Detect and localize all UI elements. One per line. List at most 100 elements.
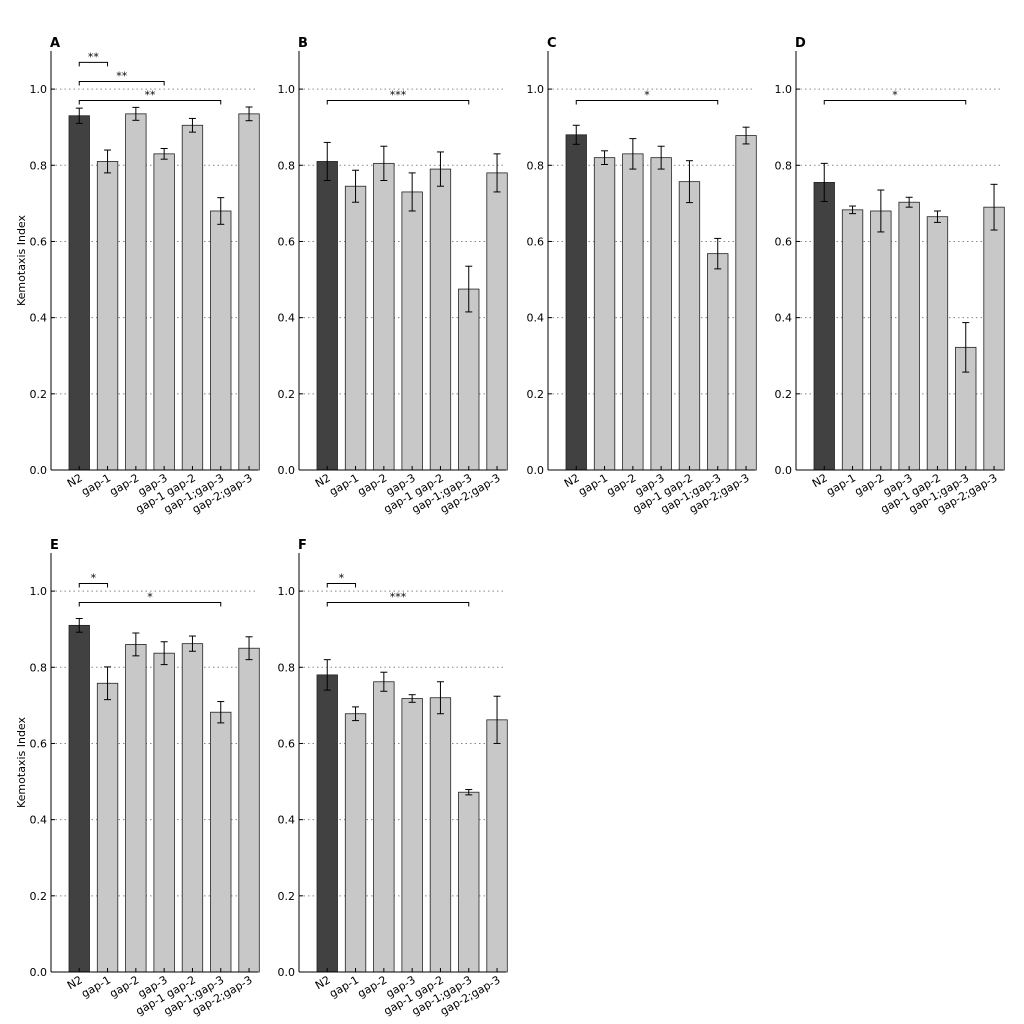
y-tick-label: 0.0	[775, 464, 793, 477]
y-tick-label: 0.0	[30, 966, 48, 979]
y-tick-label: 0.6	[278, 235, 296, 248]
panel-b: 0.00.20.40.60.81.0N2gap-1gap-2gap-3gap-1…	[278, 36, 508, 516]
bar-d-1	[841, 209, 864, 471]
y-tick-label: 0.6	[775, 235, 793, 248]
significance-label: ***	[390, 89, 407, 102]
significance-label: *	[644, 89, 650, 102]
bar-c-4	[678, 181, 701, 471]
y-tick-label: 1.0	[30, 585, 48, 598]
panel-letter: F	[298, 538, 307, 553]
bar-a-2	[125, 113, 147, 471]
bar-b-0	[316, 161, 338, 471]
significance-label: *	[147, 591, 153, 604]
y-tick-label: 1.0	[30, 83, 48, 96]
bar-b-3	[401, 191, 423, 471]
y-tick-label: 1.0	[278, 83, 296, 96]
bar-a-5	[210, 210, 232, 471]
bar-c-6	[735, 135, 757, 471]
y-tick-label: 0.4	[278, 312, 296, 325]
bar-f-3	[401, 698, 423, 973]
bar-d-0	[813, 182, 835, 471]
y-tick-label: 0.6	[527, 235, 545, 248]
panel-letter: E	[50, 538, 59, 553]
x-tick-label: gap-1	[327, 973, 361, 1000]
x-tick-label: gap-2	[355, 471, 389, 498]
x-tick-label: gap-2	[107, 471, 141, 498]
y-tick-label: 0.4	[278, 814, 296, 827]
bar-e-6	[238, 647, 260, 973]
bar-f-2	[373, 681, 395, 973]
significance-label: *	[91, 571, 97, 584]
y-tick-label: 0.6	[278, 737, 296, 750]
y-tick-label: 0.2	[278, 890, 296, 903]
significance-bracket	[78, 602, 222, 607]
y-tick-label: 1.0	[527, 83, 545, 96]
bar-c-0	[565, 134, 587, 471]
y-tick-label: 0.8	[30, 159, 48, 172]
panel-letter: A	[50, 36, 60, 51]
bar-d-3	[898, 201, 920, 471]
x-tick-label: gap-1	[327, 471, 361, 498]
y-tick-label: 0.2	[775, 388, 793, 401]
bar-e-4	[181, 643, 204, 973]
y-tick-label: 0.4	[30, 312, 48, 325]
significance-bracket	[78, 80, 165, 86]
significance-bracket	[823, 100, 967, 105]
y-tick-label: 0.2	[30, 890, 48, 903]
bar-e-0	[68, 624, 90, 973]
x-tick-label: gap-2	[355, 973, 389, 1000]
y-tick-label: 0.6	[30, 737, 48, 750]
bar-a-3	[153, 153, 175, 471]
bar-d-4	[926, 216, 949, 471]
bar-b-5	[458, 288, 480, 471]
y-tick-label: 0.8	[278, 661, 296, 674]
x-tick-label: gap-1	[824, 471, 858, 498]
significance-bracket	[326, 582, 357, 588]
panel-letter: C	[547, 36, 557, 51]
y-tick-label: 0.8	[278, 159, 296, 172]
bar-b-4	[429, 168, 452, 471]
x-tick-label: gap-2	[604, 471, 638, 498]
y-tick-label: 0.8	[30, 661, 48, 674]
y-axis-label: Kemotaxis Index	[15, 215, 28, 306]
significance-label: *	[892, 89, 898, 102]
bar-b-1	[344, 185, 367, 471]
y-tick-label: 0.2	[30, 388, 48, 401]
bar-a-6	[238, 113, 260, 471]
bar-f-4	[429, 697, 452, 973]
bar-c-1	[593, 157, 616, 471]
y-tick-label: 0.6	[30, 235, 48, 248]
bar-d-6	[983, 206, 1005, 471]
y-axis-label: Kemotaxis Index	[15, 717, 28, 808]
bar-f-6	[486, 719, 508, 973]
bar-f-5	[458, 791, 480, 973]
significance-label: *	[339, 571, 345, 584]
significance-label: **	[116, 69, 128, 82]
y-tick-label: 0.4	[775, 312, 793, 325]
bar-a-1	[96, 161, 119, 471]
y-tick-label: 0.4	[30, 814, 48, 827]
bar-e-2	[125, 644, 147, 973]
bar-c-5	[707, 253, 729, 471]
significance-bracket	[78, 100, 222, 105]
bar-e-5	[210, 711, 232, 973]
significance-bracket	[575, 100, 719, 105]
bar-f-1	[344, 713, 367, 973]
panel-a: 0.00.20.40.60.81.0N2gap-1gap-2gap-3gap-1…	[15, 36, 260, 516]
panel-letter: D	[795, 36, 806, 51]
panel-letter: B	[298, 36, 308, 51]
panel-c: 0.00.20.40.60.81.0N2gap-1gap-2gap-3gap-1…	[527, 36, 757, 516]
y-tick-label: 0.2	[278, 388, 296, 401]
x-tick-label: gap-2	[107, 973, 141, 1000]
y-tick-label: 0.0	[30, 464, 48, 477]
y-tick-label: 0.4	[527, 312, 545, 325]
bar-e-1	[96, 682, 119, 973]
y-tick-label: 0.8	[527, 159, 545, 172]
y-tick-label: 1.0	[278, 585, 296, 598]
significance-bracket	[78, 582, 109, 588]
bar-b-6	[486, 172, 508, 471]
x-tick-label: gap-2	[852, 471, 886, 498]
significance-bracket	[326, 602, 470, 607]
bar-c-2	[622, 153, 644, 471]
